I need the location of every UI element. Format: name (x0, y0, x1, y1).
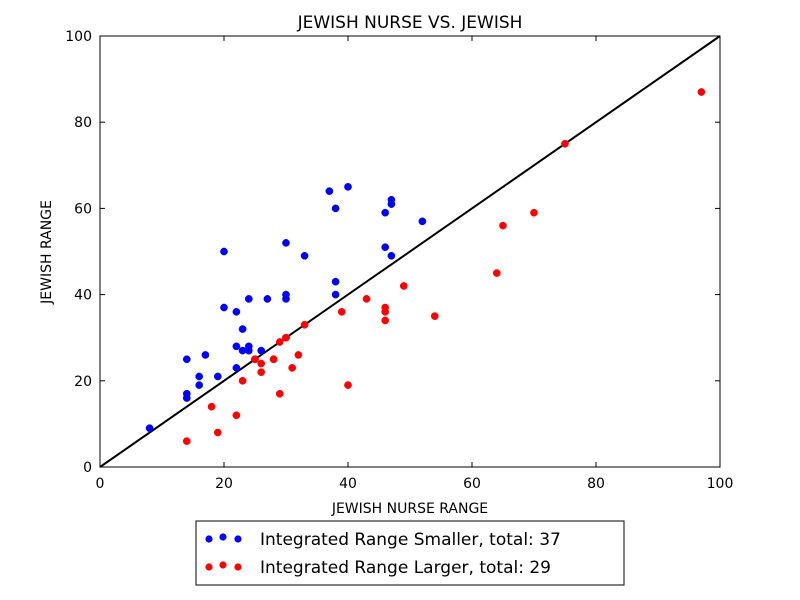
data-point (269, 355, 278, 364)
x-tick-label: 0 (96, 476, 105, 492)
data-point (300, 320, 309, 329)
data-point (492, 269, 501, 277)
data-point (207, 402, 216, 411)
y-axis-label: JEWISH RANGE (39, 200, 55, 305)
legend-entry: Integrated Range Smaller, total: 37 (205, 530, 561, 550)
data-point (344, 381, 352, 389)
data-point (182, 355, 191, 364)
data-point (213, 372, 222, 381)
data-point (182, 394, 191, 402)
data-point (381, 208, 390, 217)
chart-title: JEWISH NURSE VS. JEWISH (297, 13, 523, 33)
legend-frame (195, 520, 625, 586)
data-point (430, 312, 439, 320)
y-tick-label: 20 (74, 374, 92, 390)
data-point (220, 247, 228, 256)
legend: Integrated Range Smaller, total: 37 Integ… (195, 520, 625, 586)
data-point (232, 307, 241, 316)
data-point (257, 359, 266, 368)
data-point (337, 307, 346, 316)
data-point (257, 346, 266, 355)
x-tick-label: 40 (339, 476, 357, 492)
legend-marker (219, 533, 227, 541)
x-tick-label: 100 (707, 476, 734, 492)
data-point (344, 183, 352, 191)
data-point (195, 381, 204, 389)
data-point (331, 277, 340, 286)
data-point (294, 351, 303, 359)
data-point (257, 368, 266, 377)
data-point (201, 351, 210, 359)
data-point (195, 372, 204, 381)
data-point (381, 316, 390, 325)
data-point (238, 376, 247, 385)
data-point (381, 307, 390, 316)
data-point (232, 411, 241, 420)
legend-marker (205, 563, 213, 571)
y-tick-label: 80 (74, 115, 92, 131)
data-point (275, 389, 284, 398)
reference-line (99, 35, 721, 468)
y-tick-label: 100 (65, 29, 92, 45)
data-point (300, 251, 309, 260)
data-point (213, 428, 222, 437)
legend-marker (205, 535, 213, 543)
y-tick-label: 0 (83, 460, 92, 476)
data-point (232, 342, 241, 351)
data-point (244, 346, 253, 355)
x-tick-label: 20 (215, 476, 233, 492)
data-point (418, 217, 427, 226)
axes-frame (99, 35, 721, 468)
data-point (282, 333, 290, 342)
legend-marker (219, 561, 227, 569)
data-point (399, 282, 408, 290)
series-2 (182, 88, 706, 445)
y-tick-label: 60 (74, 201, 92, 217)
legend-label: Integrated Range Smaller, total: 37 (260, 530, 561, 550)
legend-marker (234, 535, 242, 543)
data-point (145, 424, 154, 433)
x-tick-label: 60 (463, 476, 481, 492)
data-point (275, 338, 284, 346)
legend-entries: Integrated Range Smaller, total: 37 Integ… (205, 530, 561, 578)
data-point (282, 239, 290, 247)
x-tick-label: 80 (587, 476, 605, 492)
data-point (220, 303, 228, 312)
legend-marker (234, 563, 242, 571)
data-point (697, 88, 706, 96)
data-point (331, 290, 340, 299)
data-point (530, 208, 538, 217)
data-point (387, 200, 396, 208)
data-point (238, 325, 247, 333)
data-point (387, 251, 396, 260)
data-point (288, 364, 297, 372)
data-point (325, 187, 334, 196)
data-point (381, 243, 390, 252)
legend-entry: Integrated Range Larger, total: 29 (205, 558, 551, 578)
x-axis-label: JEWISH NURSE RANGE (331, 501, 488, 517)
data-point (331, 204, 340, 213)
y-tick-label: 40 (74, 288, 92, 304)
data-point (251, 355, 259, 364)
data-point (561, 139, 569, 148)
plot-area: 0 20 40 60 80 100 0 20 40 60 80 100 (65, 29, 733, 492)
data-point (282, 295, 290, 303)
legend-label: Integrated Range Larger, total: 29 (260, 558, 551, 578)
data-point (232, 364, 241, 372)
data-point (499, 221, 507, 230)
data-point (362, 295, 371, 303)
data-point (244, 295, 253, 303)
data-point (263, 295, 272, 303)
data-point (182, 437, 191, 445)
